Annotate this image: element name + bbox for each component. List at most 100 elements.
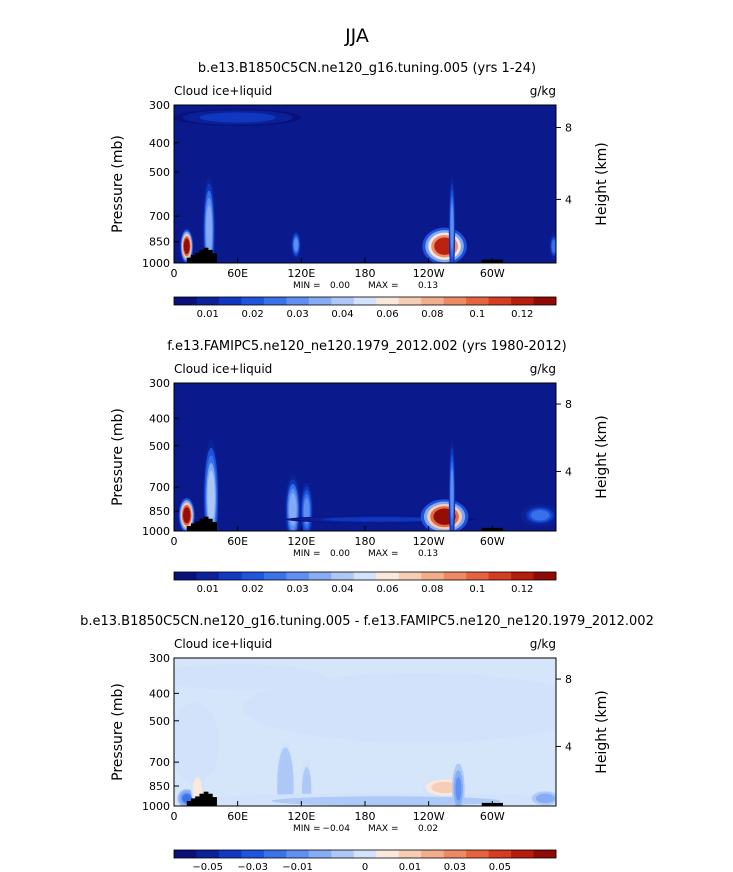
y-right-tick-label: 8 [565,398,572,411]
colorbar-label: 0.03 [444,862,466,872]
colorbar-swatch [241,572,265,580]
terrain-block [190,798,196,806]
contour-feature [551,239,556,253]
contour-feature [293,238,299,252]
y-right-tick-label: 4 [565,193,572,206]
contour-feature [196,671,279,683]
colorbar-label: 0 [362,862,368,872]
y-right-tick-label: 4 [565,465,572,478]
y-tick-label: 400 [149,687,170,700]
colorbar-swatch [533,850,557,858]
colorbar-swatch [533,297,557,305]
units-label: g/kg [530,637,556,651]
colorbar: 0.01 0.02 0.03 0.04 0.06 0.08 0.1 0.12 [173,296,557,320]
plot-background [174,105,556,263]
terrain-block [195,252,200,263]
colorbar-label: 0.01 [197,584,219,595]
stat-max-label: MAX = [368,549,399,559]
field-layer [174,664,556,806]
field-layer [178,440,556,531]
colorbar-label: 0.01 [399,862,421,872]
x-tick-label: 0 [171,535,178,548]
colorbar-swatch [466,850,489,858]
variable-label: Cloud ice+liquid [174,637,272,651]
colorbar-frame [173,571,557,581]
chart-panel-3: b.e13.B1850C5CN.ne120_g16.tuning.005 - f… [80,614,654,872]
colorbar-swatch [421,850,444,858]
page-title: JJA [344,25,369,47]
colorbar-label: 0.04 [331,309,353,320]
terrain-block [203,791,209,806]
colorbar-swatch [466,297,489,305]
terrain-block [186,525,192,531]
stat-max-value: 0.13 [418,281,438,291]
colorbar-swatch [511,297,534,305]
units-label: g/kg [530,84,556,98]
y-right-tick-label: 8 [565,673,572,686]
colorbar-swatch [331,297,355,305]
y-tick-label: 700 [149,481,170,494]
colorbar-swatch [376,850,400,858]
chart-panel-1: b.e13.B1850C5CN.ne120_g16.tuning.005 (yr… [110,61,610,320]
y-axis-label: Pressure (mb) [110,135,126,233]
colorbar-label: 0.06 [376,584,398,595]
stat-max-label: MAX = [368,824,399,834]
colorbar-swatch [174,572,197,580]
contour-feature [336,691,500,725]
contour-feature [434,783,455,792]
x-tick-label: 60E [227,267,248,280]
contour-feature [297,797,476,805]
colorbar-swatch [218,297,242,305]
stat-min-value: −0.04 [322,824,350,834]
terrain-block [207,249,213,263]
y-tick-label: 1000 [142,257,170,270]
x-tick-label: 120W [413,267,445,280]
terrain-block [199,518,205,531]
variable-label: Cloud ice+liquid [174,362,272,376]
x-tick-label: 120W [413,535,445,548]
colorbar-swatch [398,572,422,580]
terrain-block [212,522,217,531]
x-tick-label: 180 [355,535,376,548]
colorbar-label: 0.02 [242,584,264,595]
x-tick-label: 180 [355,810,376,823]
colorbar-swatch [376,572,400,580]
x-tick-label: 120W [413,810,445,823]
y-axis-label: Pressure (mb) [110,683,126,781]
colorbar-swatch [241,850,265,858]
colorbar: −0.05 −0.03 −0.01 0 0.01 0.03 0.05 [173,849,557,872]
colorbar-swatch [421,297,444,305]
colorbar-swatch [511,572,534,580]
terrain-block [195,521,200,531]
colorbar-swatch [196,297,220,305]
colorbar-label: 0.08 [421,584,443,595]
colorbar-swatch [308,850,332,858]
contour-feature [183,507,191,524]
stat-max-value: 0.02 [418,824,438,834]
terrain-block [203,516,209,531]
colorbar-swatch [286,297,310,305]
terrain-block [190,523,196,531]
y-tick-label: 1000 [142,800,170,813]
terrain-block [212,797,217,806]
colorbar-swatch [196,572,220,580]
colorbar-swatch [263,850,287,858]
y-right-axis-label: Height (km) [594,415,610,498]
colorbar-label: 0.03 [286,584,308,595]
colorbar-swatch [353,297,377,305]
y-tick-label: 700 [149,210,170,223]
colorbar-label: 0.08 [421,309,443,320]
y-tick-label: 300 [149,377,170,390]
x-tick-label: 60W [480,267,505,280]
y-right-axis-label: Height (km) [594,690,610,773]
colorbar-label: 0.12 [511,309,533,320]
colorbar-swatch [286,572,310,580]
x-tick-label: 0 [171,267,178,280]
contour-feature [183,238,190,255]
terrain-block [199,249,205,263]
contour-feature [206,205,212,256]
stat-min-label: MIN = [293,281,321,291]
colorbar-label: 0.04 [331,584,353,595]
colorbar-swatch [196,850,220,858]
colorbar-label: 0.03 [286,309,308,320]
